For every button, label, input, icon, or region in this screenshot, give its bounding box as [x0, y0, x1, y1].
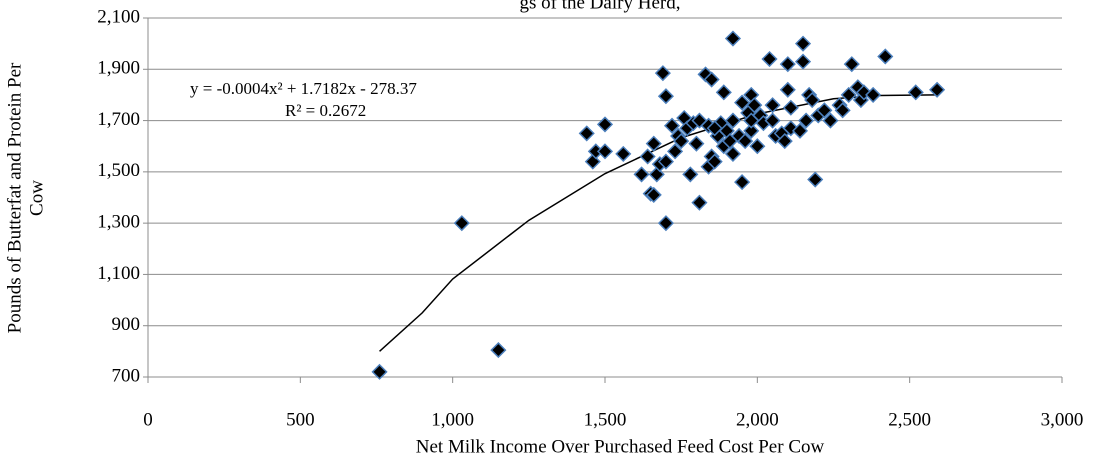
point — [804, 91, 821, 109]
y-tick-label: 1,900 — [97, 58, 140, 79]
point — [691, 194, 708, 211]
point — [657, 215, 674, 232]
point — [715, 84, 732, 101]
point — [657, 88, 674, 105]
point — [749, 138, 766, 155]
point — [907, 84, 924, 101]
point — [663, 117, 681, 134]
y-tick-label: 900 — [112, 314, 141, 335]
point — [688, 135, 705, 152]
x-tick-label: 1,000 — [431, 409, 474, 430]
y-tick-label: 1,500 — [97, 160, 140, 181]
point — [596, 116, 614, 133]
point — [371, 363, 388, 380]
point — [782, 99, 799, 116]
point — [703, 71, 720, 88]
point — [743, 112, 760, 129]
x-tick-label: 2,000 — [736, 409, 779, 430]
y-tick-label: 2,100 — [97, 6, 140, 27]
point — [807, 171, 824, 188]
point — [724, 145, 742, 162]
y-tick-label: 1,700 — [97, 109, 140, 130]
point — [639, 148, 656, 165]
y-tick-label: 700 — [112, 365, 141, 386]
point — [761, 50, 778, 68]
point — [654, 65, 671, 82]
point — [657, 153, 674, 170]
point — [724, 112, 742, 129]
point — [453, 215, 470, 232]
y-tick-label: 1,300 — [97, 212, 140, 233]
point — [734, 94, 751, 111]
point — [706, 120, 723, 137]
r-squared: R² = 0.2672 — [285, 101, 366, 120]
point — [734, 174, 751, 191]
point — [929, 81, 946, 98]
x-tick-label: 3,000 — [1041, 409, 1084, 430]
x-tick-label: 500 — [286, 409, 315, 430]
point — [843, 56, 860, 73]
point — [615, 145, 632, 162]
point — [682, 166, 699, 183]
point — [596, 143, 614, 160]
point — [578, 125, 595, 142]
y-axis-label: Cow — [26, 180, 47, 216]
x-tick-label: 2,500 — [888, 409, 931, 430]
point — [798, 112, 815, 129]
point — [764, 97, 781, 114]
point — [673, 133, 690, 150]
point — [877, 48, 894, 65]
point — [724, 30, 742, 47]
point — [706, 153, 723, 170]
x-tick-label: 0 — [143, 409, 153, 430]
point — [865, 86, 882, 103]
point — [834, 102, 851, 119]
trendline-equation: y = -0.0004x² + 1.7182x - 278.37 — [190, 79, 417, 98]
point — [743, 122, 760, 139]
point — [645, 186, 662, 203]
point — [764, 112, 781, 129]
point — [633, 166, 650, 183]
point — [490, 342, 507, 359]
point — [794, 35, 812, 52]
point — [822, 112, 839, 129]
y-axis-label: Pounds of Butterfat and Protein Per — [4, 62, 25, 333]
point — [645, 135, 662, 152]
chart-title: gs of the Dairy Herd, — [520, 0, 681, 13]
point — [667, 143, 684, 160]
point — [840, 86, 857, 103]
x-tick-label: 1,500 — [584, 409, 627, 430]
point — [776, 133, 793, 150]
point — [779, 81, 796, 98]
y-tick-label: 1,100 — [97, 263, 140, 284]
point — [779, 56, 796, 73]
point — [794, 53, 812, 70]
x-axis-label: Net Milk Income Over Purchased Feed Cost… — [416, 436, 825, 457]
point — [816, 102, 833, 119]
point — [737, 133, 754, 150]
point — [791, 122, 809, 139]
point — [746, 97, 763, 114]
